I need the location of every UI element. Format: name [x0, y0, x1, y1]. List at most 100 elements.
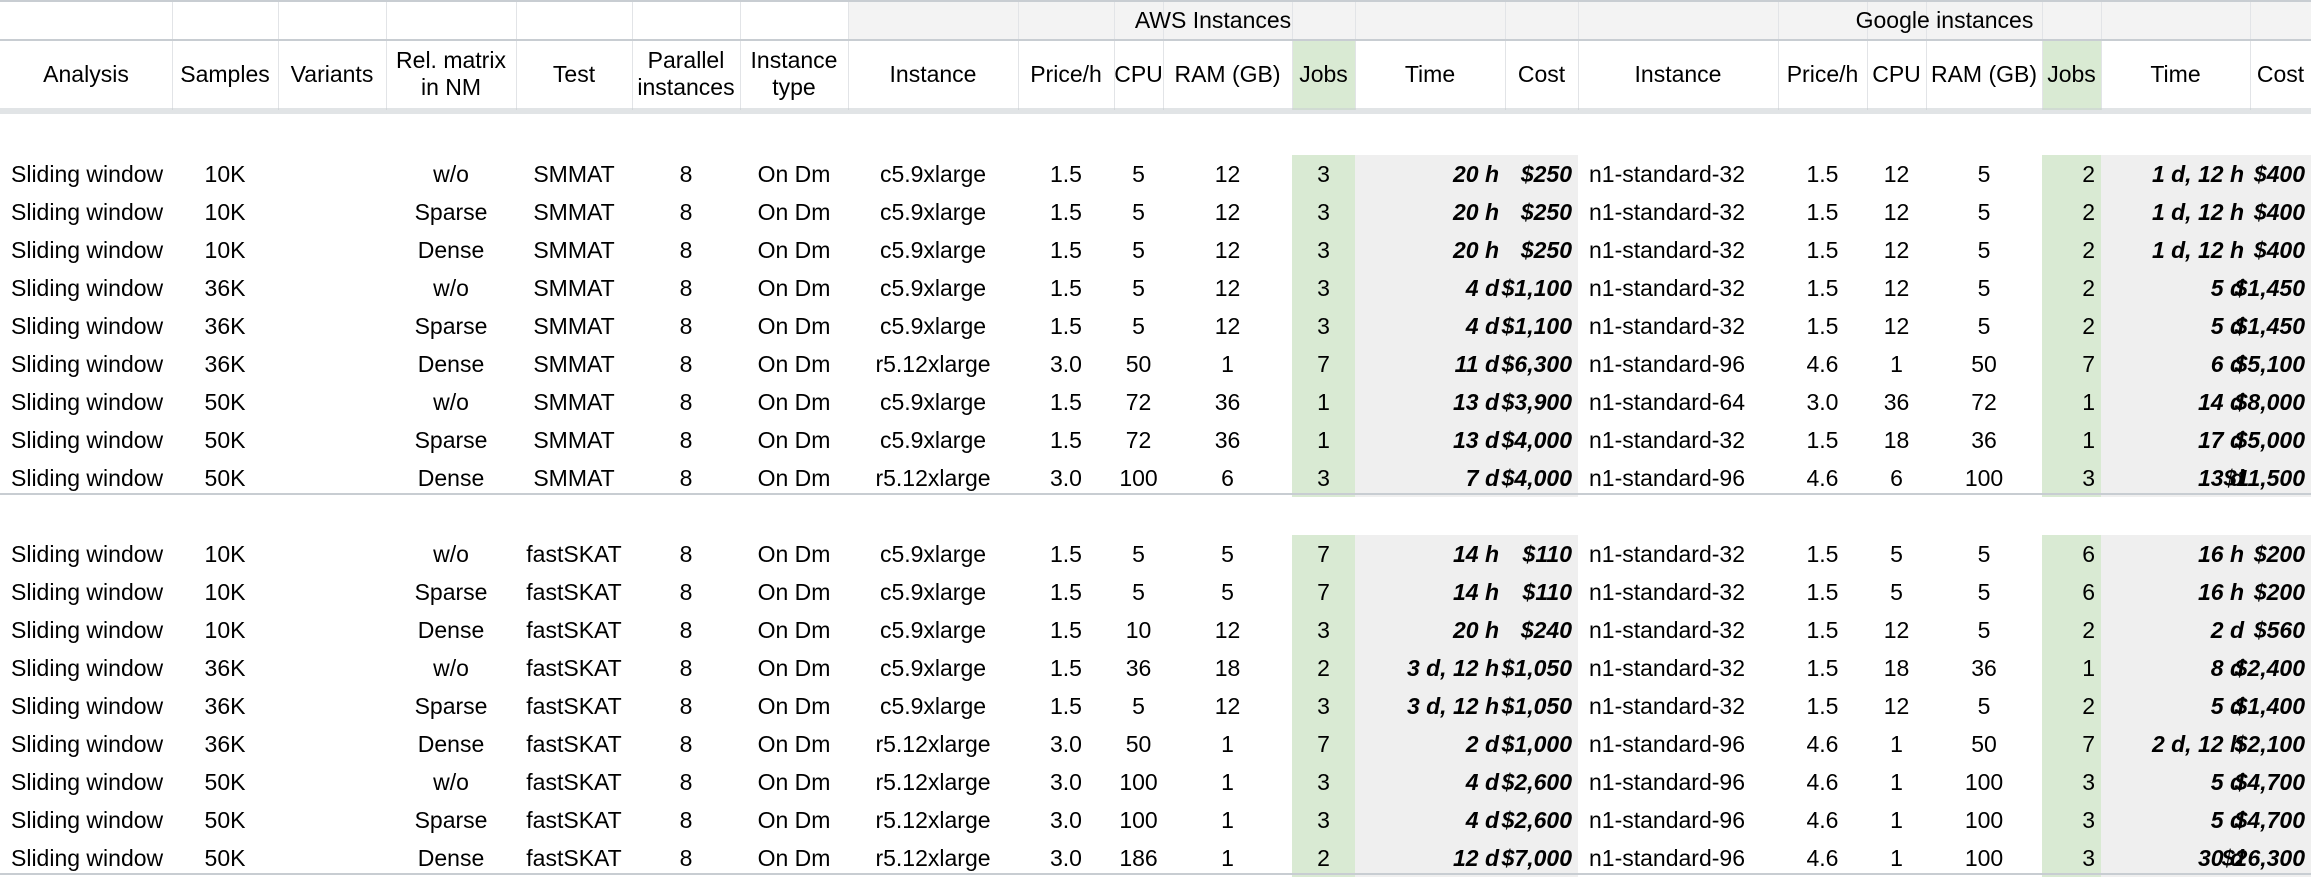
cell-instance-type: On Dm: [757, 351, 831, 377]
cell-google-price: 1.5: [1806, 199, 1839, 225]
cell-google-jobs: 3: [2082, 769, 2095, 795]
cell-analysis: Sliding window: [11, 465, 164, 491]
cell-aws-ram: 1: [1221, 769, 1234, 795]
cell-aws-time: 13 d: [1452, 389, 1499, 415]
column-header-rel-matrix: Rel. matrix in NM: [396, 47, 506, 100]
cell-aws-time: 20 h: [1452, 161, 1499, 187]
cell-google-cpu: 5: [1890, 541, 1903, 567]
cell-aws-instance: c5.9xlarge: [879, 579, 987, 605]
cell-google-instance: n1-standard-32: [1589, 313, 1745, 339]
cell-aws-ram: 1: [1221, 845, 1234, 871]
cell-instance-type: On Dm: [757, 237, 831, 263]
cell-samples: 36K: [204, 313, 246, 339]
cell-google-cpu: 12: [1883, 313, 1910, 339]
cell-aws-instance: r5.12xlarge: [875, 351, 991, 377]
column-header-google-cost: Cost: [2256, 61, 2305, 87]
cell-variants: [278, 687, 386, 725]
grid-line: [386, 0, 387, 110]
cell-aws-cost: $250: [1520, 237, 1572, 263]
cell-google-price: 4.6: [1806, 769, 1839, 795]
cell-variants: [278, 421, 386, 459]
cell-google-cost: $200: [2253, 579, 2305, 605]
cell-samples: 36K: [204, 731, 246, 757]
cell-aws-price: 1.5: [1050, 427, 1082, 453]
cell-aws-cpu: 5: [1132, 313, 1145, 339]
cell-rel-matrix: Dense: [417, 731, 485, 757]
cell-aws-time: 3 d, 12 h: [1406, 655, 1499, 681]
cell-google-cost: $5,000: [2234, 427, 2305, 453]
cell-google-cpu: 12: [1883, 617, 1910, 643]
cell-aws-ram: 6: [1221, 465, 1234, 491]
cell-aws-jobs: 7: [1317, 351, 1330, 377]
cell-aws-time: 4 d: [1465, 769, 1499, 795]
cell-aws-time: 4 d: [1465, 807, 1499, 833]
grid-line: [1114, 0, 1115, 110]
cell-instance-type: On Dm: [757, 693, 831, 719]
column-header-parallel-instances: Parallel instances: [637, 47, 735, 100]
cell-aws-cost: $1,000: [1501, 731, 1572, 757]
cell-aws-instance: c5.9xlarge: [879, 161, 987, 187]
cell-rel-matrix: Sparse: [414, 693, 488, 719]
cell-aws-instance: c5.9xlarge: [879, 655, 987, 681]
column-header-aws-jobs: Jobs: [1299, 61, 1348, 87]
cell-google-price: 1.5: [1806, 541, 1839, 567]
cell-google-cpu: 18: [1883, 427, 1910, 453]
cell-aws-instance: c5.9xlarge: [879, 313, 987, 339]
cell-variants: [278, 345, 386, 383]
aws-jobs-header-fill: [1292, 40, 1355, 110]
cell-instance-type: On Dm: [757, 807, 831, 833]
cell-google-instance: n1-standard-32: [1589, 161, 1745, 187]
cell-aws-cost: $3,900: [1501, 389, 1572, 415]
cell-aws-cpu: 10: [1125, 617, 1152, 643]
cell-aws-jobs: 3: [1317, 693, 1330, 719]
cell-google-cpu: 5: [1890, 579, 1903, 605]
cell-samples: 10K: [204, 617, 246, 643]
cell-aws-cost: $7,000: [1501, 845, 1572, 871]
column-header-google-instance: Instance: [1634, 61, 1722, 87]
cell-test: fastSKAT: [526, 731, 622, 757]
cell-aws-jobs: 3: [1317, 617, 1330, 643]
cell-google-price: 1.5: [1806, 237, 1839, 263]
cell-google-instance: n1-standard-32: [1589, 579, 1745, 605]
cell-analysis: Sliding window: [11, 579, 164, 605]
cell-variants: [278, 269, 386, 307]
cell-parallel-instances: 8: [679, 693, 693, 719]
grid-line: [1163, 0, 1164, 110]
cell-google-time: 6 d: [2210, 351, 2244, 377]
cell-parallel-instances: 8: [679, 389, 693, 415]
cell-aws-instance: r5.12xlarge: [875, 807, 991, 833]
cell-aws-price: 3.0: [1050, 807, 1082, 833]
cell-aws-time: 20 h: [1452, 617, 1499, 643]
cell-google-ram: 36: [1971, 427, 1997, 453]
header-top-rule: [0, 0, 2311, 2]
cell-google-time: 2 d, 12 h: [2151, 731, 2244, 757]
google-group-header: Google instances: [1855, 7, 2034, 33]
cell-samples: 36K: [204, 351, 246, 377]
cell-google-price: 1.5: [1806, 655, 1839, 681]
cell-aws-cost: $110: [1522, 579, 1572, 605]
cell-google-price: 1.5: [1806, 617, 1839, 643]
cell-variants: [278, 155, 386, 193]
cell-parallel-instances: 8: [679, 275, 693, 301]
cell-aws-cpu: 72: [1125, 427, 1152, 453]
cell-aws-instance: r5.12xlarge: [875, 845, 991, 871]
cell-instance-type: On Dm: [757, 845, 831, 871]
cell-google-cpu: 12: [1883, 237, 1910, 263]
cell-aws-time: 11 d: [1454, 351, 1499, 377]
cell-test: fastSKAT: [526, 541, 622, 567]
column-header-aws-price: Price/h: [1030, 61, 1102, 87]
cell-google-cost: $400: [2253, 161, 2305, 187]
cell-rel-matrix: Dense: [417, 237, 485, 263]
cell-google-jobs: 2: [2082, 313, 2095, 339]
cell-aws-ram: 12: [1214, 199, 1241, 225]
cell-aws-cpu: 5: [1132, 199, 1145, 225]
cell-aws-price: 1.5: [1050, 617, 1082, 643]
cell-aws-ram: 12: [1214, 275, 1241, 301]
cell-aws-instance: c5.9xlarge: [879, 617, 987, 643]
cell-google-cost: $1,400: [2234, 693, 2305, 719]
cell-analysis: Sliding window: [11, 389, 164, 415]
cell-test: fastSKAT: [526, 807, 622, 833]
cell-aws-ram: 5: [1221, 541, 1234, 567]
cell-samples: 10K: [204, 237, 246, 263]
cell-google-price: 4.6: [1806, 845, 1839, 871]
